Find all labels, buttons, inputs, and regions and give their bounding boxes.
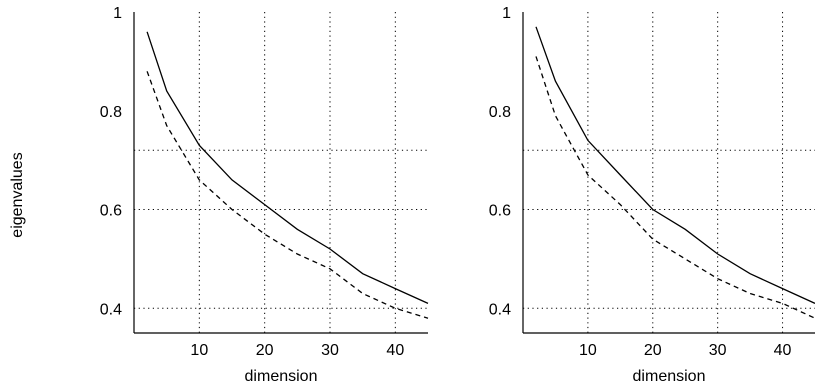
y-tick-label: 1 (113, 5, 122, 22)
y-tick-label: 0.8 (489, 104, 511, 121)
dashed-series-line (535, 56, 815, 319)
x-tick-label: 30 (321, 342, 339, 359)
y-tick-label: 0.6 (100, 203, 122, 220)
y-tick-label: 0.4 (489, 301, 511, 318)
solid-series-line (535, 26, 815, 304)
x-tick-label: 20 (644, 342, 662, 359)
y-tick-label: 1 (502, 5, 511, 22)
x-tick-label: 10 (579, 342, 597, 359)
y-tick-label: 0.8 (100, 104, 122, 121)
dashed-series-line (146, 71, 429, 319)
shared-y-axis-label: eigenvalues (9, 152, 26, 237)
y-tick-label: 0.4 (100, 301, 122, 318)
x-tick-label: 40 (386, 342, 404, 359)
chart-panel-left: 10 20 30 40 0.4 0.6 0.8 1 dimension (100, 5, 429, 385)
x-tick-label: 30 (709, 342, 727, 359)
y-tick-label: 0.6 (489, 203, 511, 220)
chart-panel-right: 10 20 30 40 0.4 0.6 0.8 1 dimension (489, 5, 815, 385)
x-tick-label: 20 (256, 342, 274, 359)
x-tick-label: 10 (190, 342, 208, 359)
solid-series-line (146, 31, 429, 304)
x-tick-label: 40 (774, 342, 792, 359)
x-axis-label: dimension (633, 368, 706, 385)
x-axis-label: dimension (245, 368, 318, 385)
